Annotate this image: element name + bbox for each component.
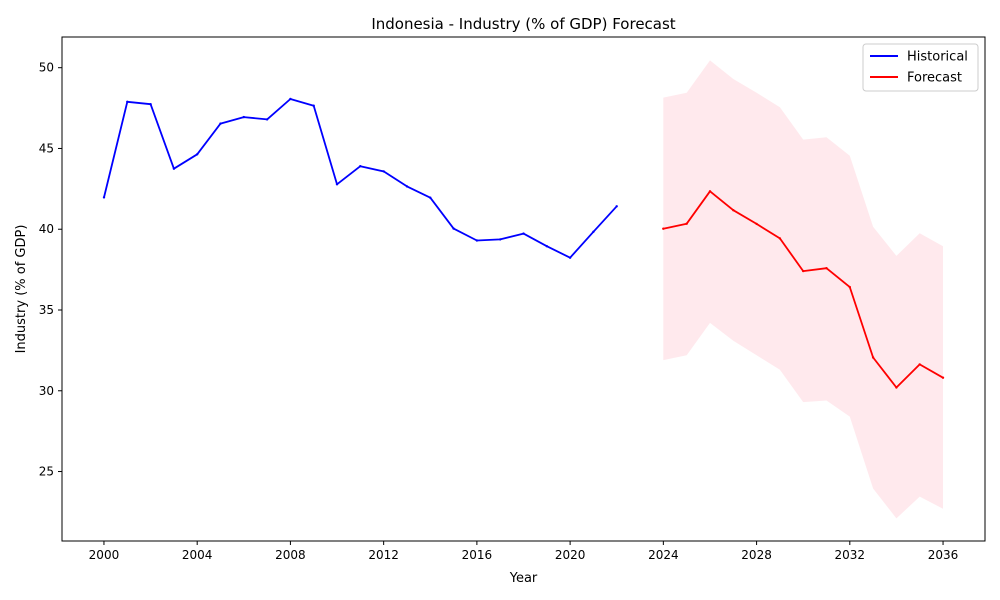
forecast-point xyxy=(871,356,875,359)
forecast-point xyxy=(941,376,945,379)
historical-point xyxy=(359,165,362,168)
forecast-point xyxy=(662,227,665,230)
y-tick-label: 45 xyxy=(39,141,54,155)
x-tick-label: 2024 xyxy=(648,548,679,562)
plot-frame xyxy=(61,36,986,542)
forecast-point xyxy=(755,222,758,226)
x-tick-label: 2016 xyxy=(462,548,493,562)
forecast-point xyxy=(685,222,688,225)
historical-point xyxy=(172,167,176,170)
forecast-point xyxy=(918,363,921,366)
y-tick-label: 50 xyxy=(39,61,54,75)
y-tick-label: 30 xyxy=(39,384,54,398)
historical-point xyxy=(219,122,222,125)
historical-point xyxy=(289,97,292,101)
historical-point xyxy=(382,170,385,173)
historical-point xyxy=(265,118,269,121)
historical-point xyxy=(312,104,315,107)
historical-point xyxy=(615,205,618,208)
historical-point xyxy=(429,196,432,199)
historical-point xyxy=(335,183,339,186)
historical-point xyxy=(522,232,525,235)
x-tick-label: 2020 xyxy=(555,548,586,562)
x-axis: 2000 2004 2008 2012 2016 2020 2024 2028 2032 2036 xyxy=(89,541,959,562)
plot-area xyxy=(102,60,945,519)
historical-point xyxy=(475,239,479,242)
historical-point xyxy=(568,256,572,259)
historical-point xyxy=(196,153,199,156)
forecast-confidence-band xyxy=(663,60,943,519)
x-tick-label: 2036 xyxy=(928,548,959,562)
historical-point xyxy=(452,227,455,230)
historical-point xyxy=(545,245,548,248)
forecast-point xyxy=(895,386,898,389)
forecast-point xyxy=(848,285,851,289)
y-axis-title: Industry (% of GDP) xyxy=(14,225,29,354)
legend: Historical Forecast xyxy=(862,43,979,92)
x-tick-label: 2028 xyxy=(741,548,772,562)
x-tick-label: 2012 xyxy=(368,548,399,562)
historical-point xyxy=(499,238,502,241)
y-axis: 25 30 35 40 45 50 xyxy=(39,61,62,479)
historical-point xyxy=(242,115,245,119)
y-tick-label: 40 xyxy=(39,222,54,236)
historical-point xyxy=(102,196,106,199)
x-tick-label: 2004 xyxy=(182,548,213,562)
forecast-point xyxy=(802,269,805,273)
x-axis-title: Year xyxy=(509,571,538,586)
x-tick-label: 2008 xyxy=(275,548,306,562)
legend-forecast-label: Forecast xyxy=(907,71,962,86)
y-tick-label: 35 xyxy=(39,303,54,317)
forecast-point xyxy=(825,267,828,270)
x-tick-label: 2032 xyxy=(835,548,866,562)
y-tick-label: 25 xyxy=(39,465,54,479)
forecast-point xyxy=(708,190,712,193)
x-tick-label: 2000 xyxy=(89,548,120,562)
historical-point xyxy=(149,103,152,106)
forecast-point xyxy=(732,209,735,212)
historical-point xyxy=(405,185,409,188)
historical-point xyxy=(126,100,129,104)
historical-point xyxy=(592,230,595,233)
legend-historical-label: Historical xyxy=(907,50,968,65)
chart-title: Indonesia - Industry (% of GDP) Forecast xyxy=(371,15,675,33)
forecast-point xyxy=(778,237,782,240)
